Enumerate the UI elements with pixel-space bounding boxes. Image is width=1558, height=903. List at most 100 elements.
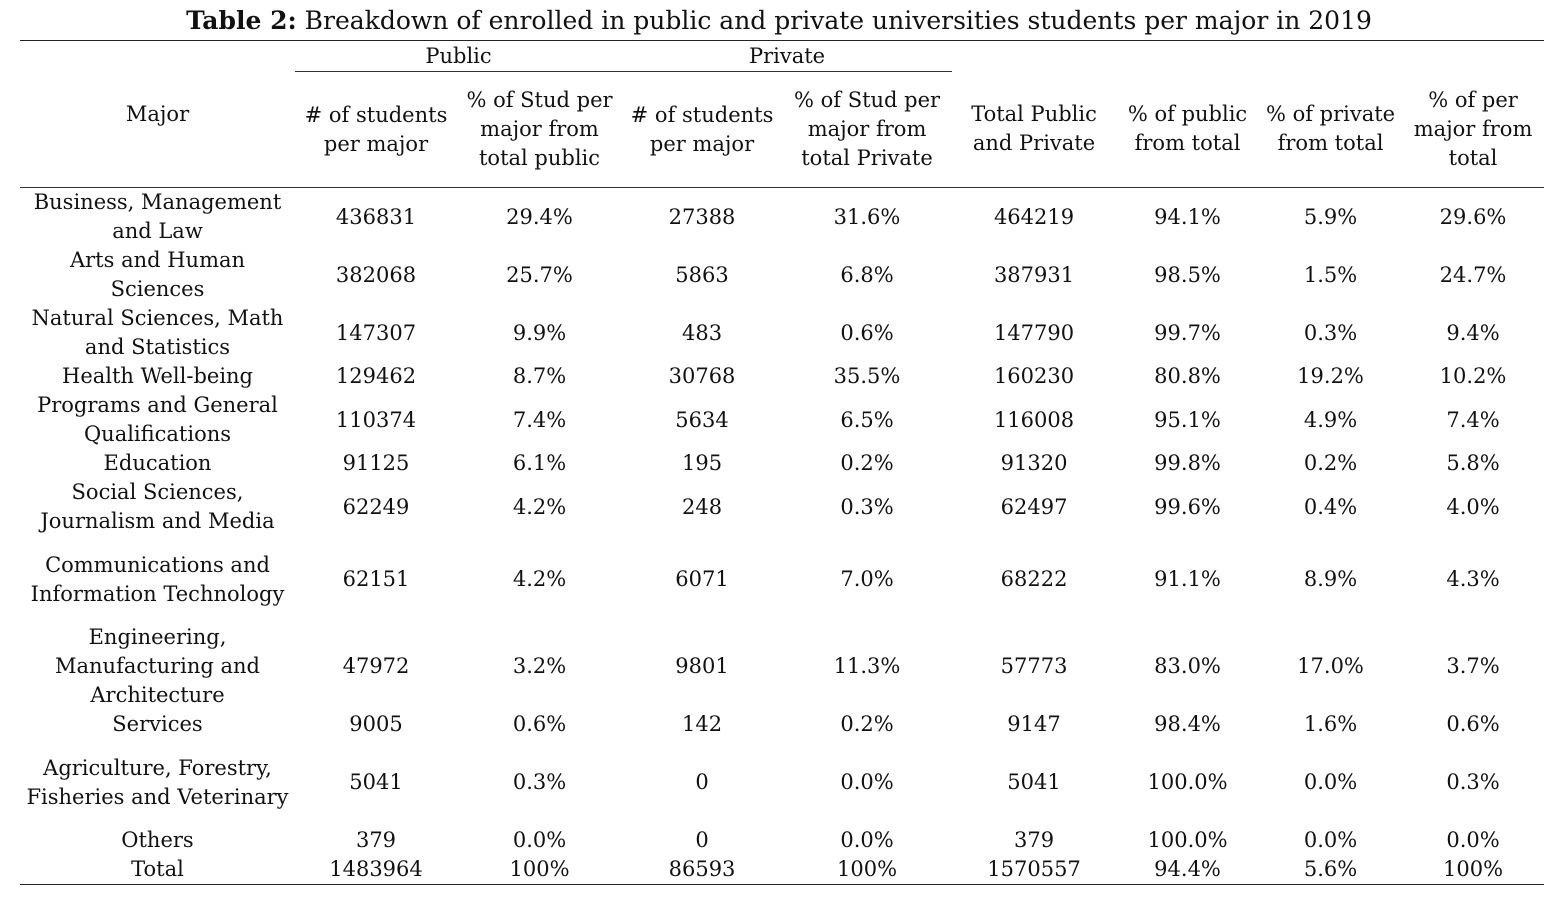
private-group-header: Private (622, 40, 953, 72)
public-share-cell: 98.4% (1154, 712, 1221, 736)
major-cell: Communications and Information Technolog… (30, 552, 285, 606)
public-share-cell: 91.1% (1154, 567, 1221, 591)
public-share-cell: 95.1% (1154, 407, 1221, 432)
major-share-cell: 7.4% (1446, 407, 1500, 432)
public-share-cell: 100.0% (1147, 770, 1228, 794)
major-cell: Education (103, 451, 212, 475)
major-share-cell: 0.0% (1446, 828, 1500, 852)
header-spacer (1116, 40, 1260, 72)
public-students-cell: 1483964 (295, 855, 457, 885)
private-students-cell: 483 (681, 320, 723, 345)
public-students-cell: 47972 (342, 654, 410, 678)
private-students-cell: 5634 (675, 407, 729, 432)
total-cell: 1570557 (952, 855, 1117, 885)
table-row: Communications and Information Technolog… (20, 536, 1544, 623)
public-students-cell: 9005 (349, 712, 403, 736)
public-percent-cell: 4.2% (512, 494, 567, 519)
public-share-cell: 99.7% (1154, 320, 1221, 345)
total-cell: 147790 (993, 320, 1075, 345)
major-share-cell: 10.2% (1439, 364, 1507, 388)
major-share-cell: 29.6% (1439, 204, 1507, 229)
private-students-cell: 6071 (675, 567, 729, 591)
private-students-cell: 27388 (668, 204, 736, 229)
private-students-cell: 195 (681, 451, 723, 475)
public-percent-cell: 100% (457, 855, 623, 885)
caption-label: Table 2: (186, 6, 297, 35)
major-share-cell: 4.0% (1446, 494, 1500, 519)
private-students-cell: 142 (681, 712, 723, 736)
public-percent-cell: 0.3% (512, 770, 567, 794)
public-percent-cell: 0.6% (512, 712, 567, 736)
total-cell: 9147 (1007, 712, 1061, 736)
major-cell: Natural Sciences, Math and Statistics (31, 306, 284, 359)
private-share-cell: 1.6% (1303, 712, 1358, 736)
table-row: Business, Management and Law 436831 29.4% 2… (20, 188, 1544, 247)
private-percent-cell: 0.2% (840, 712, 894, 736)
header-spacer (952, 40, 1117, 72)
header-spacer (1259, 40, 1403, 72)
private-share-cell: 4.9% (1303, 407, 1358, 432)
public-percent-cell: 4.2% (512, 567, 567, 591)
private-percent-cell: 7.0% (840, 567, 894, 591)
private-share-header: % of private from total (1265, 102, 1396, 156)
table-caption: Table 2: Breakdown of enrolled in public… (0, 6, 1558, 36)
major-cell: Business, Management and Law (33, 190, 282, 243)
private-percent-cell: 0.2% (840, 451, 894, 475)
major-cell: Others (121, 828, 194, 852)
private-share-cell: 5.6% (1259, 855, 1403, 885)
private-percent-cell: 31.6% (833, 204, 901, 229)
public-share-cell: 83.0% (1154, 654, 1221, 678)
table-body: Business, Management and Law 436831 29.4% 2… (20, 188, 1545, 885)
table-row: Agriculture, Forestry, Fisheries and Vet… (20, 739, 1544, 826)
public-share-cell: 98.5% (1154, 262, 1221, 287)
header-spacer (1402, 40, 1545, 72)
major-cell: Social Sciences, Journalism and Media (40, 480, 275, 533)
public-percent-cell: 3.2% (512, 654, 567, 678)
public-share-cell: 94.1% (1154, 204, 1221, 229)
public-percent-cell: 8.7% (512, 364, 567, 388)
major-share-cell: 9.4% (1446, 320, 1500, 345)
major-share-cell: 5.8% (1446, 451, 1500, 475)
table-row: Natural Sciences, Math and Statistics 147… (20, 304, 1544, 362)
total-cell: 464219 (993, 204, 1075, 229)
total-cell: 116008 (993, 407, 1075, 432)
public-share-cell: 99.8% (1154, 451, 1221, 475)
private-share-cell: 5.9% (1303, 204, 1358, 229)
total-header: Total Public and Private (971, 102, 1097, 156)
public-share-cell: 80.8% (1154, 364, 1221, 388)
public-group-header: Public (295, 40, 623, 72)
enrollment-table: Major Public Private # of students per m… (20, 40, 1545, 885)
caption-text: Breakdown of enrolled in public and priv… (296, 6, 1372, 35)
major-cell: Arts and Human Sciences (69, 248, 246, 301)
private-students-cell: 9801 (675, 654, 729, 678)
total-cell: 387931 (993, 262, 1075, 287)
table-row: Education 91125 6.1% 195 0.2% 91320 99.8% 0.2% 5… (20, 449, 1544, 478)
private-percent-cell: 0.0% (840, 770, 894, 794)
total-cell: 379 (1013, 828, 1055, 852)
public-students-cell: 110374 (335, 407, 417, 432)
private-percent-cell: 0.6% (840, 320, 894, 345)
private-percent-cell: 35.5% (833, 364, 901, 388)
table-row: Services 9005 0.6% 142 0.2% 9147 98.4% 1.6% 0.6% (20, 710, 1544, 739)
public-students-cell: 129462 (335, 364, 417, 388)
major-share-cell: 0.6% (1446, 712, 1500, 736)
major-cell: Services (112, 712, 203, 736)
public-percent-header: % of Stud per major from total public (466, 88, 613, 170)
table-row: Engineering, Manufacturing and Architect… (20, 623, 1544, 710)
public-share-cell: 94.4% (1116, 855, 1260, 885)
major-cell: Agriculture, Forestry, Fisheries and Vet… (26, 755, 289, 809)
public-percent-cell: 0.0% (512, 828, 567, 852)
public-students-header: # of students per major (304, 102, 448, 156)
private-share-cell: 8.9% (1303, 567, 1358, 591)
private-students-header: # of students per major (630, 102, 774, 156)
major-share-cell: 100% (1402, 855, 1545, 885)
table-row: Social Sciences, Journalism and Media 622… (20, 478, 1544, 536)
public-percent-cell: 9.9% (512, 320, 567, 345)
total-row: Total 1483964 100% 86593 100% 1570557 94.4% 5.6… (20, 855, 1545, 885)
public-students-cell: 379 (355, 828, 397, 852)
major-cell: Engineering, Manufacturing and Architect… (55, 625, 260, 707)
public-students-cell: 436831 (335, 204, 417, 229)
private-share-cell: 0.0% (1303, 770, 1358, 794)
table-row: Arts and Human Sciences 382068 25.7% 5863 6.… (20, 246, 1544, 304)
